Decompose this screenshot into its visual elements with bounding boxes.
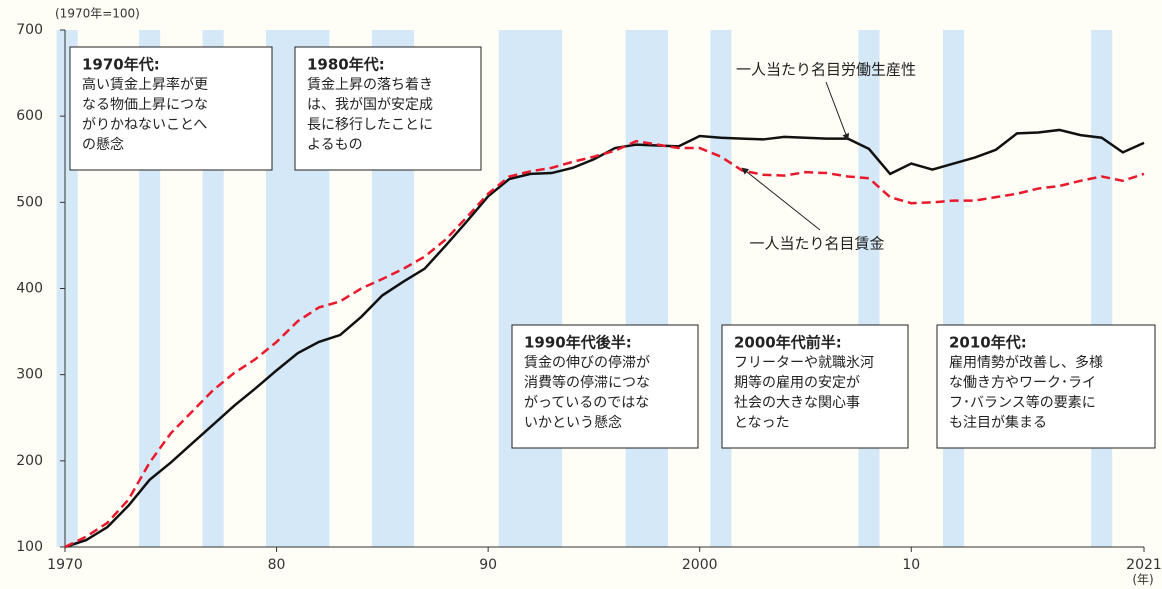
x-tick-label: 1970 <box>47 557 83 573</box>
y-tick-label: 600 <box>16 108 43 124</box>
annotation-line: も注目が集まる <box>949 414 1047 431</box>
annotation-line: 期等の雇用の安定が <box>734 374 860 391</box>
shaded-period <box>625 30 668 547</box>
annotation-box <box>511 324 699 449</box>
series-line <box>64 139 1145 549</box>
annotation-line: 社会の大きな関心事 <box>734 395 860 411</box>
shaded-period <box>858 30 880 547</box>
x-tick-label: 2021 <box>1126 557 1162 573</box>
x-tick-label: 90 <box>479 557 497 573</box>
annotation-title: 1990年代後半: <box>524 334 632 352</box>
annotation-line: がっているのではな <box>524 395 649 411</box>
y-tick-label: 200 <box>16 453 43 469</box>
y-tick-label: 300 <box>16 367 43 383</box>
annotation-line: いかという懸念 <box>524 414 622 431</box>
annotation-line: 賃金上昇の落ち着き <box>307 77 433 93</box>
shaded-period <box>943 30 965 547</box>
annotation-line: がりかねないことへ <box>82 117 207 133</box>
annotation-line: 長に移行したことに <box>307 117 433 133</box>
shaded-period <box>1091 30 1113 547</box>
annotation-line: フ･バランス等の要素に <box>949 394 1096 411</box>
annotation-line: なる物価上昇につな <box>82 97 208 113</box>
series-label: 一人当たり名目賃金 <box>749 235 884 253</box>
annotation-line: よるもの <box>307 137 363 153</box>
annotation-line: は、我が国が安定成 <box>307 97 433 113</box>
shaded-period <box>498 30 563 547</box>
y-tick-label: 700 <box>16 22 43 38</box>
annotation-title: 2000年代前半: <box>734 334 842 352</box>
y-unit: (1970年=100) <box>55 7 140 21</box>
series-label: 一人当たり名目労働生産性 <box>736 61 916 79</box>
y-tick-label: 100 <box>16 539 43 555</box>
annotation-line: な働き方やワーク･ライ <box>949 375 1096 391</box>
annotation-line: 雇用情勢が改善し、多様 <box>949 354 1103 371</box>
label-arrow <box>825 81 850 141</box>
x-tick-label: 80 <box>268 557 286 573</box>
annotation-box <box>69 46 273 171</box>
y-tick-label: 400 <box>16 281 43 297</box>
annotation-line: の懸念 <box>82 136 124 153</box>
annotation-box <box>936 324 1156 449</box>
annotation-box <box>294 46 482 171</box>
annotation-title: 1970年代: <box>82 56 160 74</box>
annotation-line: フリーターや就職氷河 <box>734 355 874 371</box>
annotation-line: 消費等の停滞につな <box>524 374 650 391</box>
annotation-title: 1980年代: <box>307 56 385 74</box>
annotation-line: となった <box>734 415 790 431</box>
annotation-title: 2010年代: <box>949 334 1027 352</box>
annotation-box <box>721 324 909 449</box>
y-tick-label: 500 <box>16 194 43 210</box>
shaded-period <box>710 30 732 547</box>
annotation-line: 高い賃金上昇率が更 <box>82 76 208 93</box>
x-unit: (年) <box>1132 573 1153 587</box>
label-arrow <box>741 167 821 231</box>
annotation-line: 賃金の伸びの停滞が <box>524 354 650 371</box>
x-tick-label: 10 <box>902 557 920 573</box>
x-tick-label: 2000 <box>682 557 718 573</box>
